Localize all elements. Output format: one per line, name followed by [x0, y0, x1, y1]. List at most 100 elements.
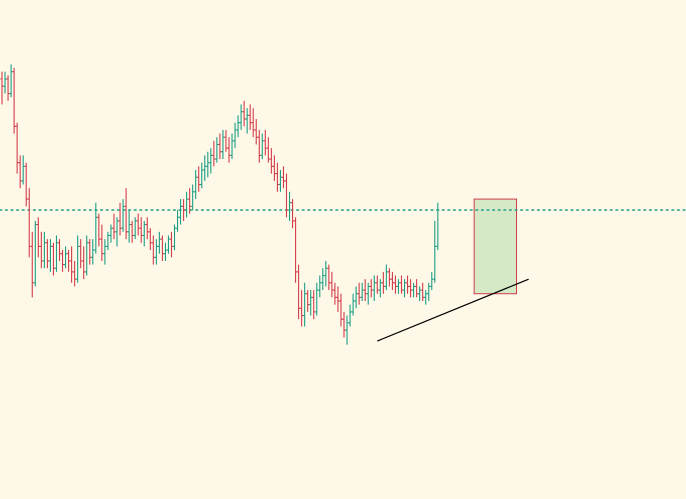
ohlc-bar	[76, 235, 80, 283]
ohlc-bar	[130, 220, 134, 243]
ohlc-bar	[433, 220, 437, 283]
ohlc-bar	[175, 210, 180, 232]
ohlc-bar	[245, 108, 249, 134]
ohlc-bar	[402, 279, 407, 298]
ohlc-bar	[351, 293, 355, 316]
ohlc-bar	[27, 188, 31, 258]
ohlc-bar	[82, 246, 86, 280]
ohlc-bar	[194, 169, 198, 200]
ohlc-bar	[139, 217, 143, 243]
ohlc-bar	[51, 242, 56, 276]
ohlc-bar	[248, 104, 252, 130]
ohlc-bar	[66, 250, 71, 272]
ohlc-bar	[73, 260, 77, 287]
ohlc-bar	[369, 279, 373, 298]
ohlc-bar	[33, 220, 37, 287]
ohlc-bar	[405, 275, 410, 294]
ohlc-bar	[24, 162, 28, 207]
ohlc-bar	[315, 282, 319, 316]
ohlc-bar	[339, 293, 343, 327]
ohlc-bar	[100, 224, 104, 261]
ohlc-bar	[21, 155, 25, 185]
ohlc-bar	[109, 224, 113, 243]
ohlc-bar	[254, 119, 258, 145]
ohlc-bar	[333, 282, 337, 305]
ohlc-bar	[94, 202, 98, 254]
ohlc-bar	[39, 231, 43, 269]
ohlc-bar	[9, 64, 13, 98]
ohlc-bar	[148, 228, 152, 251]
candles-layer	[0, 64, 440, 345]
ohlc-bar	[372, 275, 376, 301]
ohlc-bar	[188, 188, 192, 214]
ohlc-bar	[436, 202, 440, 251]
ohlc-bar	[239, 104, 243, 130]
ohlc-bar	[297, 264, 301, 320]
ohlc-bar	[381, 271, 385, 294]
ohlc-bar	[363, 279, 367, 301]
ohlc-bar	[360, 282, 364, 301]
ohlc-bar	[157, 231, 161, 254]
ohlc-bar	[366, 282, 370, 305]
ohlc-bar	[408, 279, 413, 298]
ohlc-bar	[266, 137, 270, 163]
ohlc-bar	[160, 235, 165, 261]
ohlc-bar	[278, 169, 283, 192]
ohlc-bar	[30, 231, 34, 298]
annotation-layer-front	[377, 278, 529, 342]
ohlc-bar	[336, 286, 340, 312]
ohlc-bar	[233, 122, 237, 149]
ohlc-bar	[42, 231, 46, 269]
ohlc-bar	[36, 217, 40, 258]
ohlc-bar	[181, 199, 186, 221]
ohlc-bar	[169, 231, 174, 258]
ohlc-bar	[203, 155, 207, 181]
ohlc-bar	[3, 71, 7, 94]
ohlc-bar	[415, 279, 419, 298]
ohlc-bar	[57, 239, 62, 261]
ohlc-bar	[112, 213, 116, 240]
ohlc-bar	[88, 239, 92, 265]
ohlc-bar	[345, 315, 349, 345]
ohlc-bar	[412, 282, 416, 298]
ohlc-bar	[91, 239, 95, 265]
ohlc-bar	[306, 290, 310, 312]
ohlc-bar	[118, 202, 122, 236]
ohlc-bar	[191, 184, 195, 210]
ohlc-bar	[206, 151, 210, 178]
ohlc-bar	[151, 235, 155, 265]
ohlc-bar	[257, 129, 261, 163]
ohlc-bar	[63, 246, 68, 269]
ohlc-bar	[309, 290, 313, 316]
ohlc-bar	[342, 311, 346, 338]
ohlc-bar	[224, 129, 228, 152]
ohlc-bar	[327, 264, 331, 291]
ohlc-bar	[185, 191, 189, 218]
ohlc-bar	[378, 279, 382, 298]
ohlc-bar	[281, 166, 286, 189]
ohlc-bar	[221, 129, 225, 160]
ohlc-bar	[318, 275, 322, 298]
ohlc-bar	[230, 133, 234, 160]
ohlc-bar	[384, 264, 388, 291]
ohlc-bar	[272, 155, 276, 181]
ohlc-bar	[97, 213, 101, 247]
ohlc-bar	[269, 148, 273, 174]
ohlc-bar	[115, 217, 119, 247]
ohlc-bar	[300, 290, 304, 327]
ohlc-bar	[127, 210, 131, 243]
ohlc-bar	[145, 217, 149, 240]
ohlc-bar	[321, 268, 325, 291]
ohlc-bar	[133, 217, 137, 240]
ohlc-bar	[121, 199, 125, 232]
ohlc-bar	[103, 239, 107, 265]
ohlc-bar	[54, 235, 59, 272]
ohlc-bar	[79, 239, 83, 269]
ohlc-bar	[290, 199, 295, 229]
ohlc-bar	[424, 290, 428, 305]
ohlc-bar	[260, 133, 264, 160]
ohlc-bar	[303, 282, 307, 327]
ohlc-bar	[227, 137, 231, 163]
ohlc-bar	[212, 140, 216, 167]
